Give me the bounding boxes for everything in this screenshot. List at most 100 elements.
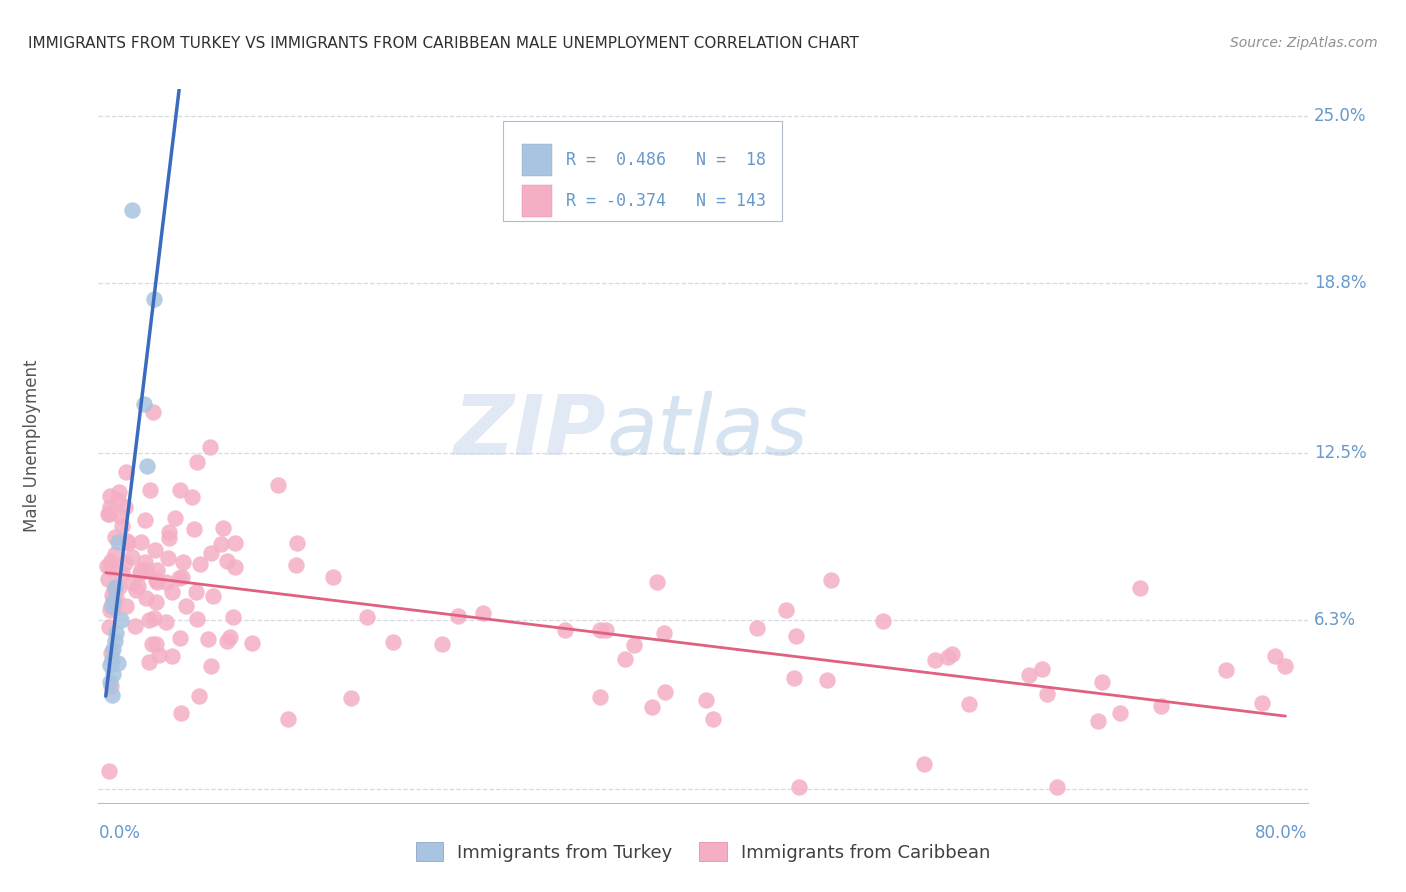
Point (775, 603, 797, 617)
Point (1036, 687, 1059, 701)
Point (941, 647, 963, 661)
Point (924, 652, 946, 666)
Point (135, 591, 157, 606)
Point (589, 623, 612, 637)
Point (142, 405, 165, 419)
Point (98, 559, 121, 574)
Point (472, 607, 495, 621)
FancyBboxPatch shape (522, 145, 551, 177)
Point (97, 507, 120, 521)
Point (745, 621, 768, 635)
Point (105, 591, 128, 605)
Point (215, 554, 238, 568)
Point (131, 563, 153, 577)
Point (1091, 675, 1114, 690)
Point (1109, 706, 1132, 721)
Point (224, 536, 246, 550)
Point (817, 673, 839, 687)
Point (595, 623, 617, 637)
Point (654, 685, 676, 699)
Point (1087, 714, 1109, 728)
Point (186, 455, 208, 469)
Point (104, 530, 127, 544)
Point (936, 650, 959, 665)
Point (100, 599, 122, 614)
Point (104, 634, 127, 648)
Text: ZIP: ZIP (454, 392, 606, 472)
Point (957, 697, 980, 711)
Point (160, 585, 183, 599)
Point (146, 563, 169, 577)
Point (785, 629, 807, 643)
Text: 0.0%: 0.0% (98, 824, 141, 842)
Point (169, 631, 191, 645)
Point (104, 547, 127, 561)
Point (155, 574, 177, 589)
Point (186, 612, 208, 626)
Point (107, 485, 129, 500)
Point (215, 634, 238, 648)
Point (121, 550, 143, 565)
Point (97, 620, 120, 634)
Point (145, 594, 167, 608)
Point (197, 632, 219, 646)
Text: Source: ZipAtlas.com: Source: ZipAtlas.com (1230, 36, 1378, 50)
Point (240, 636, 263, 650)
Point (111, 518, 134, 533)
Point (143, 611, 166, 625)
Point (96, 559, 118, 574)
Point (124, 582, 146, 597)
Point (134, 397, 156, 411)
Point (103, 600, 125, 615)
Point (100, 554, 122, 568)
Text: Male Unemployment: Male Unemployment (22, 359, 41, 533)
Point (356, 609, 378, 624)
Point (104, 580, 127, 594)
Point (381, 634, 404, 648)
Point (645, 574, 668, 589)
Point (173, 555, 195, 569)
Text: R =  0.486   N =  18: R = 0.486 N = 18 (567, 151, 766, 169)
Point (1018, 667, 1040, 681)
Point (98, 603, 121, 617)
Point (101, 588, 124, 602)
Point (783, 671, 806, 685)
Point (157, 550, 180, 565)
Point (165, 511, 187, 525)
Text: R = -0.374   N = 143: R = -0.374 N = 143 (567, 192, 766, 210)
Point (103, 600, 125, 615)
Point (1250, 696, 1272, 710)
Point (1274, 659, 1296, 673)
Text: 6.3%: 6.3% (1313, 611, 1355, 629)
Point (127, 579, 149, 593)
Point (124, 619, 146, 633)
Point (134, 513, 156, 527)
Point (202, 589, 225, 603)
Point (188, 558, 211, 572)
Point (115, 599, 138, 614)
Point (100, 679, 122, 693)
Point (157, 525, 180, 540)
Point (1215, 663, 1237, 677)
Point (146, 575, 169, 590)
Point (695, 693, 717, 707)
Point (121, 575, 143, 590)
Point (105, 626, 128, 640)
Point (200, 546, 222, 560)
Point (172, 570, 194, 584)
Point (266, 478, 288, 492)
Point (138, 655, 160, 669)
Point (96, 573, 118, 587)
Point (209, 537, 232, 551)
Point (101, 594, 124, 608)
Point (787, 780, 810, 794)
Point (186, 585, 208, 599)
Point (148, 648, 170, 662)
Point (110, 613, 132, 627)
Text: 12.5%: 12.5% (1313, 443, 1367, 462)
Point (641, 699, 664, 714)
Point (107, 656, 129, 670)
Point (143, 543, 166, 558)
Point (141, 637, 163, 651)
Point (134, 555, 156, 569)
